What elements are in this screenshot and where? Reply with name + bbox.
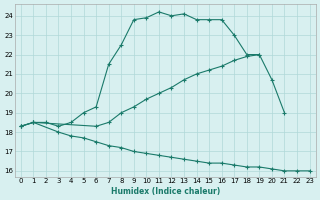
- X-axis label: Humidex (Indice chaleur): Humidex (Indice chaleur): [111, 187, 220, 196]
